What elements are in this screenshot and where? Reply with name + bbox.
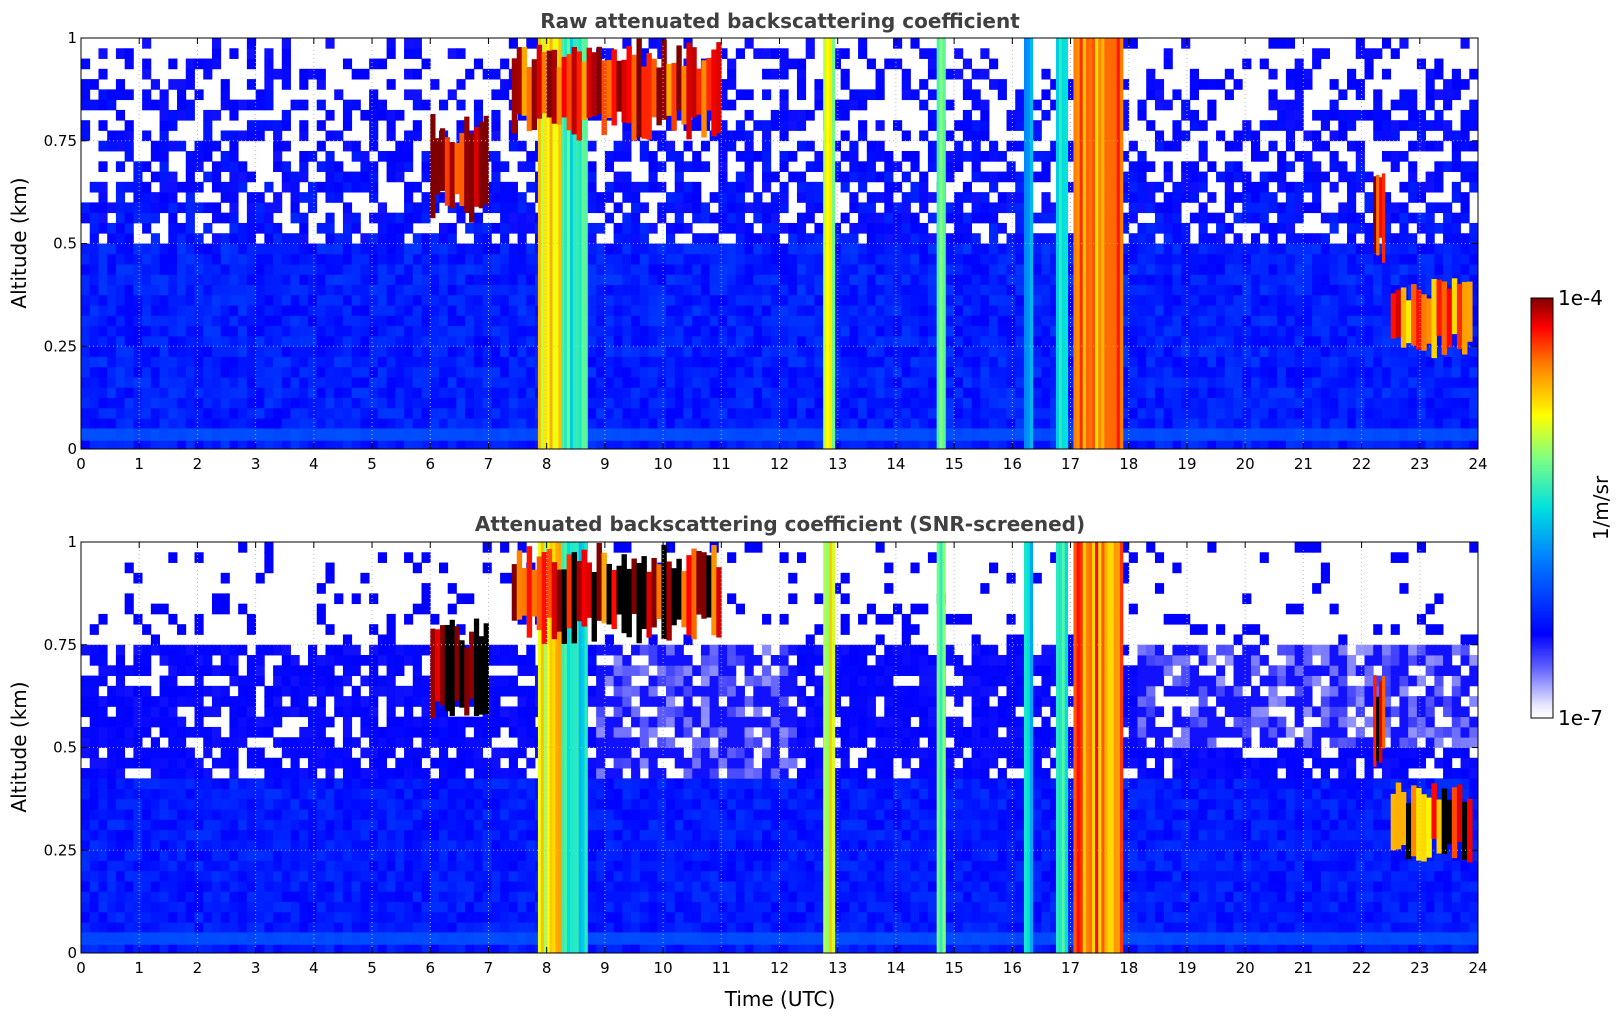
x-tick-label: 10 [654,959,673,977]
x-tick-label: 6 [425,959,435,977]
panel-screened-yticks: 0 0.25 0.5 0.75 1 [44,533,1478,962]
x-tick-label: 21 [1294,959,1313,977]
x-tick-label: 22 [1352,455,1371,473]
x-tick-label: 7 [484,959,494,977]
x-tick-label: 2 [193,959,203,977]
x-tick-label: 12 [770,959,789,977]
x-tick-label: 22 [1352,959,1371,977]
x-tick-label: 11 [712,455,731,473]
x-tick-label: 3 [251,959,261,977]
x-tick-label: 9 [600,455,610,473]
x-tick-label: 2 [193,455,203,473]
y-tick-label: 0.25 [44,841,77,859]
y-tick-label: 1 [67,533,77,551]
panel-screened-ylabel: Altitude (km) [7,681,31,812]
x-tick-label: 4 [309,455,319,473]
x-tick-label: 23 [1410,455,1429,473]
panel-raw: Raw attenuated backscattering coefficien… [7,9,1488,473]
x-tick-label: 8 [542,959,552,977]
x-tick-label: 16 [1003,455,1022,473]
x-tick-label: 16 [1003,959,1022,977]
panel-screened-xticks: 0 1 2 3 4 5 6 7 8 9 10 11 12 13 14 15 16 17 18 19 20 21 22 23 24 [76,542,1488,977]
colorbar-max-label: 1e-4 [1558,286,1603,310]
x-tick-label: 14 [886,959,905,977]
x-tick-label: 12 [770,455,789,473]
x-tick-label: 7 [484,455,494,473]
x-tick-label: 1 [134,455,144,473]
panel-screened: Attenuated backscattering coefficient (S… [7,512,1488,1011]
y-tick-label: 0 [67,944,77,962]
x-tick-label: 19 [1177,959,1196,977]
x-tick-label: 13 [828,455,847,473]
panel-raw-xticks: 0 1 2 3 4 5 6 7 8 9 10 11 12 13 14 15 16 17 18 19 20 21 22 23 24 [76,38,1488,473]
x-tick-label: 17 [1061,455,1080,473]
y-tick-label: 0.5 [53,235,77,253]
colorbar-min-label: 1e-7 [1558,706,1603,730]
x-tick-label: 4 [309,959,319,977]
panel-raw-yticks: 0 0.25 0.5 0.75 1 [44,29,1478,458]
x-tick-label: 6 [425,455,435,473]
y-tick-label: 0.25 [44,337,77,355]
colorbar-gradient [1530,297,1554,719]
x-tick-label: 14 [886,455,905,473]
y-tick-label: 0.75 [44,132,77,150]
x-tick-label: 20 [1236,959,1255,977]
x-tick-label: 23 [1410,959,1429,977]
panel-raw-title: Raw attenuated backscattering coefficien… [540,9,1020,33]
y-tick-label: 1 [67,29,77,47]
x-tick-label: 13 [828,959,847,977]
x-tick-label: 21 [1294,455,1313,473]
y-tick-label: 0.75 [44,636,77,654]
panel-screened-heatmap [81,542,1479,954]
x-tick-label: 9 [600,959,610,977]
x-tick-label: 3 [251,455,261,473]
x-tick-label: 20 [1236,455,1255,473]
panel-screened-xlabel: Time (UTC) [724,987,836,1011]
x-tick-label: 15 [945,455,964,473]
y-tick-label: 0 [67,440,77,458]
panel-raw-heatmap [81,38,1479,450]
x-tick-label: 19 [1177,455,1196,473]
x-tick-label: 24 [1468,959,1487,977]
x-tick-label: 0 [76,959,86,977]
x-tick-label: 24 [1468,455,1487,473]
x-tick-label: 18 [1119,959,1138,977]
colorbar-unit-label: 1/m/sr [1589,475,1613,540]
colorbar: 1e-4 1e-7 1/m/sr [1530,286,1613,730]
x-tick-label: 5 [367,959,377,977]
panel-raw-ylabel: Altitude (km) [7,177,31,308]
x-tick-label: 5 [367,455,377,473]
x-tick-label: 8 [542,455,552,473]
y-tick-label: 0.5 [53,739,77,757]
x-tick-label: 11 [712,959,731,977]
x-tick-label: 17 [1061,959,1080,977]
panel-screened-title: Attenuated backscattering coefficient (S… [475,512,1085,536]
x-tick-label: 10 [654,455,673,473]
x-tick-label: 15 [945,959,964,977]
x-tick-label: 0 [76,455,86,473]
x-tick-label: 18 [1119,455,1138,473]
x-tick-label: 1 [134,959,144,977]
